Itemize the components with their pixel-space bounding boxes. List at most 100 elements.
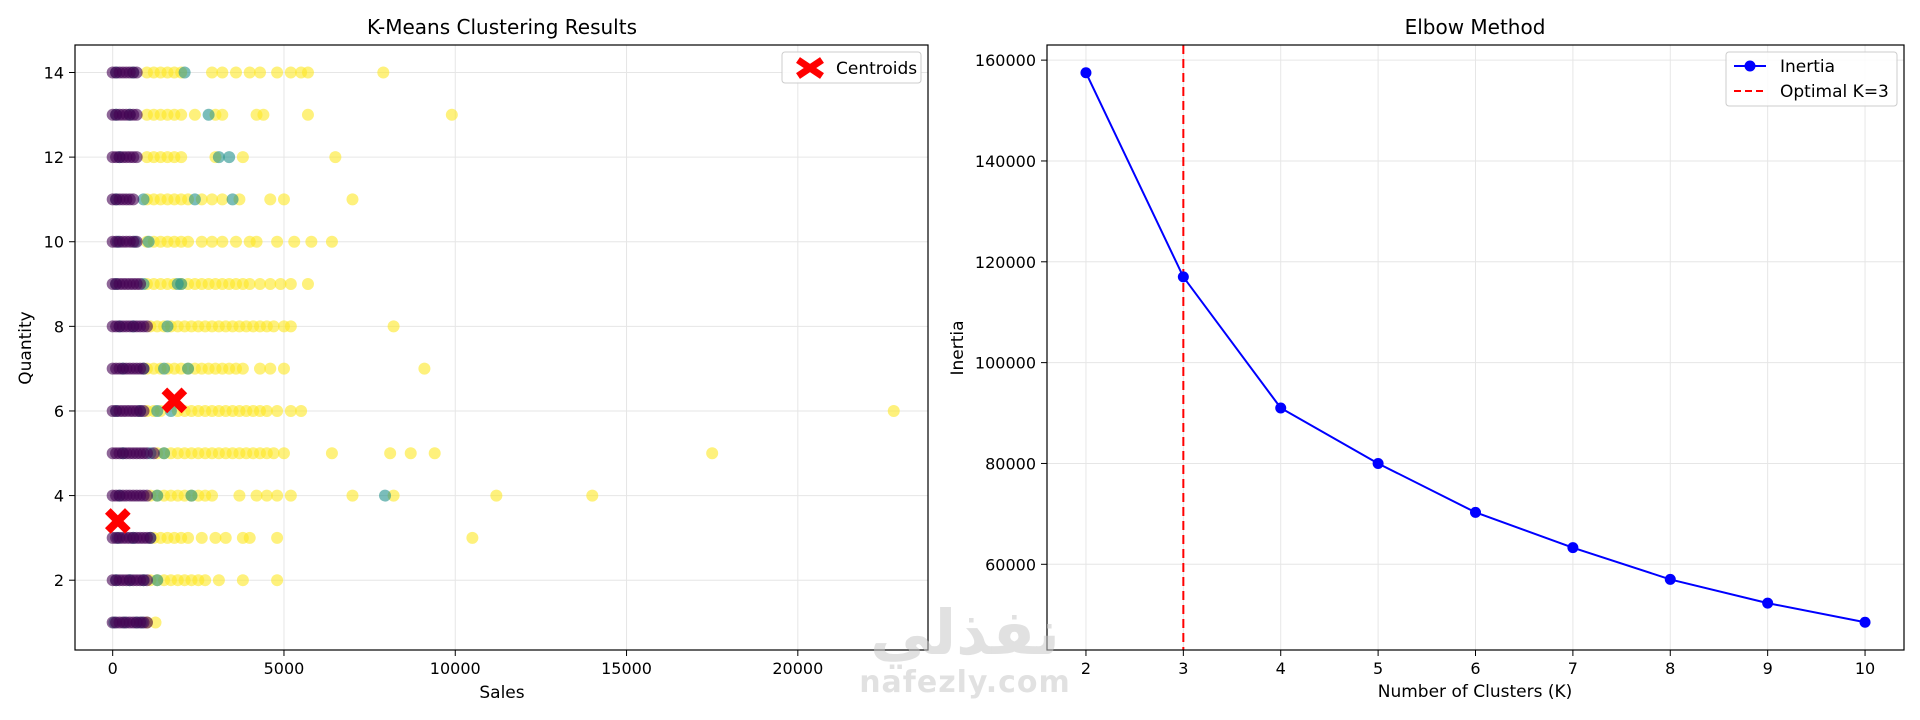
- cluster-2-point: [271, 404, 284, 417]
- cluster-1-point: [175, 278, 188, 291]
- cluster-1-point: [188, 193, 201, 206]
- cluster-1-point: [151, 489, 164, 502]
- cluster-2-point: [182, 235, 195, 248]
- elbow-title: Elbow Method: [1405, 15, 1546, 39]
- cluster-2-point: [384, 447, 397, 460]
- elbow-y-tick-label: 60000: [985, 555, 1036, 574]
- elbow-x-tick-label: 5: [1373, 659, 1383, 678]
- cluster-2-point: [277, 193, 290, 206]
- cluster-1-point: [212, 151, 225, 164]
- cluster-2-point: [284, 278, 297, 291]
- cluster-0-point: [130, 108, 143, 121]
- cluster-2-point: [219, 531, 232, 544]
- cluster-2-point: [250, 489, 263, 502]
- optimal-k-legend-label: Optimal K=3: [1780, 82, 1889, 102]
- kmeans-x-tick-label: 20000: [772, 659, 823, 678]
- cluster-1-point: [182, 362, 195, 375]
- cluster-2-point: [188, 108, 201, 121]
- elbow-grid: [1047, 45, 1904, 650]
- elbow-x-tick-label: 9: [1763, 659, 1773, 678]
- cluster-2-point: [206, 193, 219, 206]
- cluster-1-point: [223, 151, 236, 164]
- cluster-2-point: [216, 108, 229, 121]
- cluster-2-point: [404, 447, 417, 460]
- cluster-2-point: [274, 278, 287, 291]
- cluster-0-point: [137, 362, 150, 375]
- cluster-2-point: [267, 447, 280, 460]
- kmeans-points: [106, 66, 900, 629]
- cluster-2-point: [264, 193, 277, 206]
- cluster-2-point: [418, 362, 431, 375]
- cluster-0-point: [140, 489, 153, 502]
- cluster-1-point: [202, 108, 215, 121]
- cluster-0-point: [130, 66, 143, 79]
- cluster-2-point: [346, 489, 359, 502]
- cluster-0-point: [144, 531, 157, 544]
- cluster-2-point: [243, 66, 256, 79]
- cluster-1-point: [151, 574, 164, 587]
- cluster-1-point: [161, 320, 174, 333]
- cluster-2-point: [267, 320, 280, 333]
- cluster-2-point: [325, 235, 338, 248]
- centroid-legend-marker: [796, 57, 824, 79]
- cluster-2-point: [271, 574, 284, 587]
- cluster-2-point: [236, 362, 249, 375]
- elbow-panel: Elbow Method 2 3 4 5 6 7 8 9 10 60000 80000 100000…: [948, 15, 1905, 702]
- cluster-2-point: [233, 489, 246, 502]
- kmeans-legend: Centroids: [781, 51, 922, 84]
- elbow-y-label: Inertia: [948, 320, 968, 375]
- centroid-marker: [161, 387, 188, 414]
- elbow-x-label: Number of Clusters (K): [1378, 682, 1573, 702]
- cluster-2-point: [243, 278, 256, 291]
- cluster-2-point: [490, 489, 503, 502]
- cluster-2-point: [206, 235, 219, 248]
- cluster-2-point: [260, 404, 273, 417]
- elbow-legend-box: [1725, 51, 1898, 107]
- inertia-point: [1470, 506, 1481, 518]
- elbow-x-tick-label: 8: [1665, 659, 1675, 678]
- elbow-x-tick-label: 6: [1470, 659, 1480, 678]
- cluster-2-point: [466, 531, 479, 544]
- cluster-2-point: [212, 574, 225, 587]
- elbow-x-tick-label: 4: [1276, 659, 1286, 678]
- cluster-1-point: [226, 193, 239, 206]
- cluster-2-point: [284, 489, 297, 502]
- cluster-2-point: [277, 447, 290, 460]
- cluster-2-point: [271, 531, 284, 544]
- elbow-x-ticks: 2 3 4 5 6 7 8 9 10: [1081, 650, 1875, 678]
- elbow-legend: Inertia Optimal K=3: [1725, 51, 1898, 107]
- cluster-2-point: [236, 574, 249, 587]
- kmeans-x-tick-label: 5000: [264, 659, 305, 678]
- kmeans-y-tick-label: 14: [44, 64, 64, 83]
- inertia-point: [1372, 457, 1384, 469]
- cluster-2-point: [277, 362, 290, 375]
- cluster-2-point: [346, 193, 359, 206]
- cluster-0-point: [137, 404, 150, 417]
- centroid-legend-label: Centroids: [836, 59, 917, 79]
- cluster-2-point: [329, 151, 342, 164]
- cluster-2-point: [271, 66, 284, 79]
- kmeans-title: K-Means Clustering Results: [367, 15, 637, 39]
- cluster-2-point: [250, 235, 263, 248]
- elbow-y-tick-label: 100000: [975, 354, 1036, 373]
- cluster-2-point: [253, 362, 266, 375]
- inertia-point: [1762, 597, 1774, 609]
- kmeans-panel: K-Means Clustering Results 0 5000 10000 150…: [16, 15, 929, 703]
- cluster-1-point: [178, 66, 191, 79]
- kmeans-y-tick-label: 2: [54, 571, 64, 590]
- cluster-2-point: [428, 447, 441, 460]
- kmeans-x-tick-label: 0: [108, 659, 118, 678]
- cluster-2-point: [305, 235, 318, 248]
- cluster-2-point: [284, 320, 297, 333]
- cluster-2-point: [206, 66, 219, 79]
- elbow-x-tick-label: 3: [1178, 659, 1188, 678]
- cluster-2-point: [284, 66, 297, 79]
- kmeans-centroids: [104, 387, 188, 534]
- cluster-0-point: [140, 320, 153, 333]
- centroid-marker: [104, 508, 131, 534]
- kmeans-x-tick-label: 10000: [430, 659, 481, 678]
- cluster-1-point: [185, 489, 198, 502]
- cluster-1-point: [158, 447, 171, 460]
- inertia-point: [1859, 616, 1871, 628]
- elbow-x-tick-label: 10: [1855, 659, 1875, 678]
